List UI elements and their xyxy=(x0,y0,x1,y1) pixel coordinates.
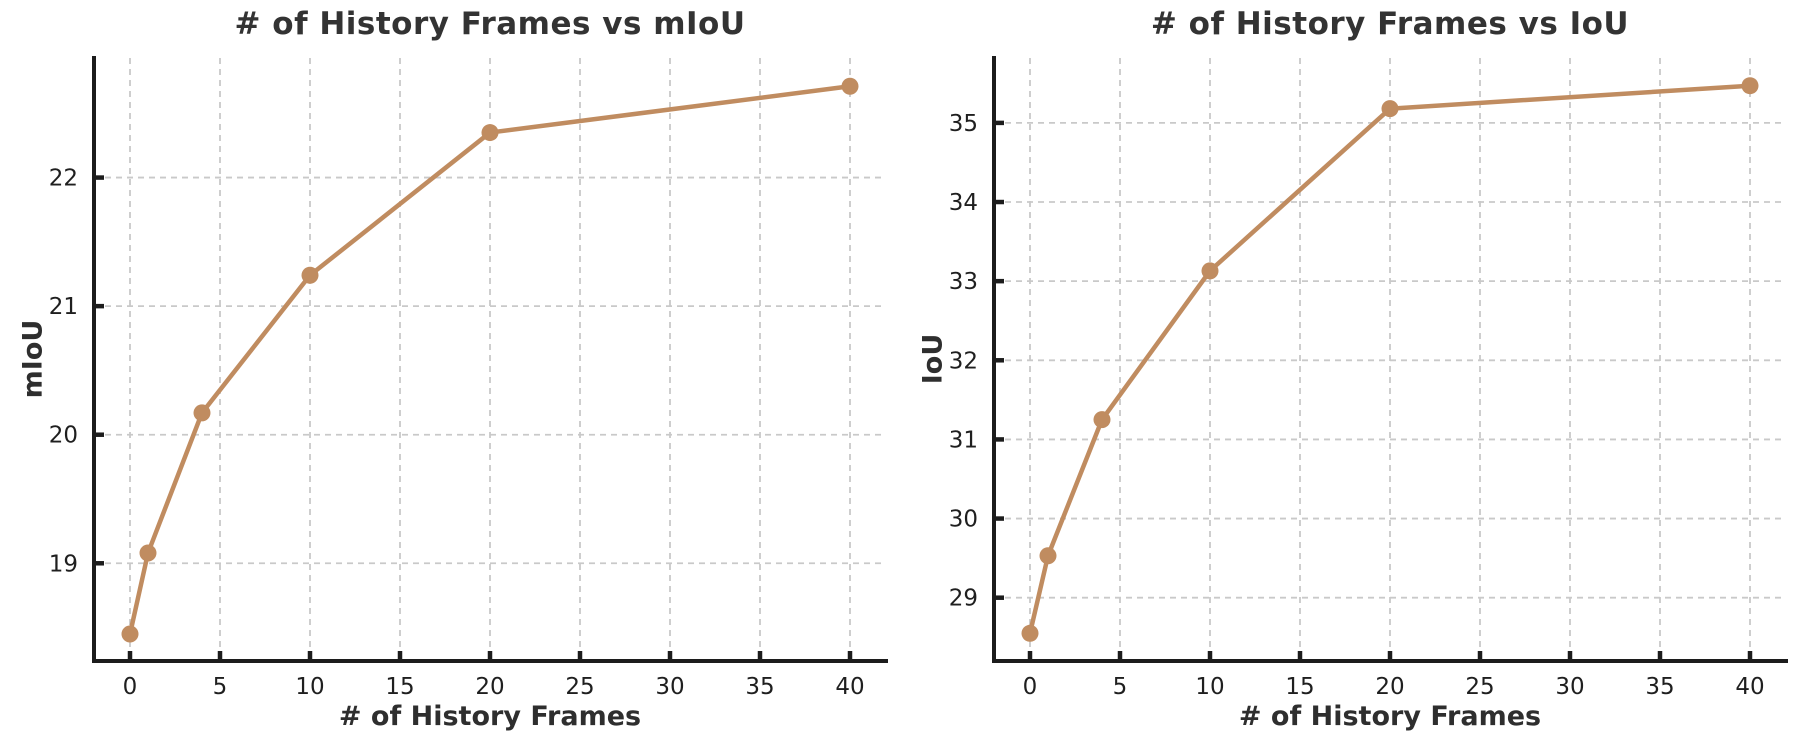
x-axis-label-miou: # of History Frames xyxy=(338,701,642,732)
y-tick-label: 20 xyxy=(49,423,78,449)
y-tick-label: 29 xyxy=(949,586,978,612)
y-tick-label: 31 xyxy=(949,427,978,453)
data-point-marker xyxy=(1093,411,1111,429)
x-tick-label: 20 xyxy=(1375,674,1404,700)
data-point-marker xyxy=(841,77,859,95)
data-point-marker xyxy=(1021,624,1039,642)
y-tick-label: 32 xyxy=(949,348,978,374)
x-tick-label: 25 xyxy=(1465,674,1494,700)
y-tick-label: 21 xyxy=(49,294,78,320)
y-tick-label: 33 xyxy=(949,269,978,295)
x-tick-label: 10 xyxy=(295,674,324,700)
chart-title-miou: # of History Frames vs mIoU xyxy=(234,6,746,42)
x-tick-label: 0 xyxy=(123,674,138,700)
plot-area-iou: 0 5 10 15 20 25 30 35 40 29 30 31 32 33 34 35 xyxy=(949,56,1788,700)
data-point-marker xyxy=(301,266,319,284)
x-tick-label: 15 xyxy=(1285,674,1314,700)
x-tick-label: 40 xyxy=(1735,674,1764,700)
data-point-marker xyxy=(1201,262,1219,280)
data-point-marker xyxy=(481,124,499,142)
y-tick-label: 34 xyxy=(949,190,978,216)
data-point-marker xyxy=(1381,100,1399,118)
x-tick-label: 0 xyxy=(1023,674,1038,700)
chart-title-iou: # of History Frames vs IoU xyxy=(1150,6,1630,42)
data-line xyxy=(127,84,853,637)
x-tick-label: 40 xyxy=(835,674,864,700)
x-tick-label: 35 xyxy=(745,674,774,700)
x-tick-label: 5 xyxy=(1113,674,1128,700)
data-point-marker xyxy=(139,544,157,562)
x-tick-label: 30 xyxy=(655,674,684,700)
x-tick-label: 15 xyxy=(385,674,414,700)
y-tick-label: 30 xyxy=(949,507,978,533)
y-axis-label-iou: IoU xyxy=(917,333,949,385)
x-tick-label: 10 xyxy=(1195,674,1224,700)
y-tick-label: 35 xyxy=(949,111,978,137)
y-tick-label: 22 xyxy=(49,166,78,192)
chart-miou: 0 5 10 15 20 25 30 35 40 19 20 21 22 # of History Fr… xyxy=(0,0,900,750)
x-tick-label: 35 xyxy=(1645,674,1674,700)
x-tick-label: 25 xyxy=(565,674,594,700)
plot-area-miou: 0 5 10 15 20 25 30 35 40 19 20 21 22 xyxy=(49,56,888,700)
data-point-marker xyxy=(1741,77,1759,95)
data-line xyxy=(1027,83,1753,636)
data-point-marker xyxy=(1039,547,1057,565)
data-point-marker xyxy=(193,404,211,422)
chart-iou: 0 5 10 15 20 25 30 35 40 29 30 31 32 33 34 35 # of Hist… xyxy=(900,0,1801,750)
y-tick-label: 19 xyxy=(49,551,78,577)
x-tick-label: 30 xyxy=(1555,674,1584,700)
y-axis-label-miou: mIoU xyxy=(17,319,49,399)
x-axis-label-iou: # of History Frames xyxy=(1238,701,1542,732)
x-tick-label: 5 xyxy=(213,674,228,700)
x-tick-label: 20 xyxy=(475,674,504,700)
data-point-marker xyxy=(121,625,139,643)
